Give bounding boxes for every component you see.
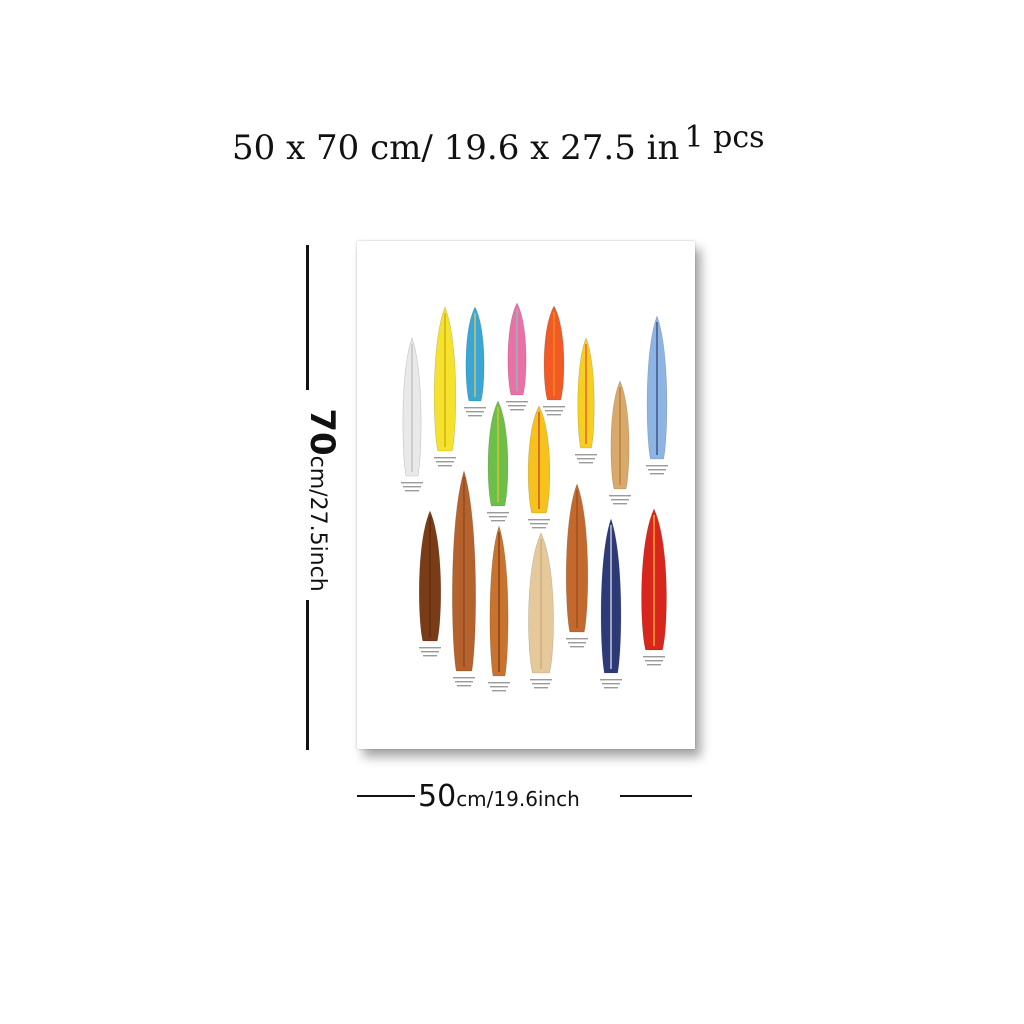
orange-board (543, 305, 565, 416)
white-board (401, 337, 423, 492)
red-yellow-board (641, 508, 667, 666)
rainbow-board-caption-line (491, 520, 505, 522)
navy-board-caption-line (604, 687, 618, 689)
red-yellow-board-caption-line (645, 660, 663, 662)
yellow-red-board (527, 405, 551, 529)
copper-board-caption-line (566, 638, 588, 640)
height-line-bottom (306, 600, 309, 750)
pale-wood-board (528, 532, 554, 689)
red-yellow-board-caption-line (647, 664, 661, 666)
height-value: 70 (302, 408, 342, 456)
wood-light-board (609, 380, 631, 505)
rainbow-board-caption-line (489, 516, 507, 518)
pale-wood-board-caption-line (530, 679, 552, 681)
pale-wood-board-caption-line (532, 683, 550, 685)
blue-long-board-caption-line (650, 473, 664, 475)
dark-wood-board (418, 510, 442, 657)
pink-board-caption-line (510, 409, 524, 411)
red-yellow-board-caption-line (643, 656, 665, 658)
stripe-wood-board-caption-line (488, 682, 510, 684)
pink-board-caption-line (506, 401, 528, 403)
yellow-bolt-board-caption-line (579, 462, 593, 464)
pink-board (506, 302, 528, 411)
dark-wood-board-caption-line (419, 647, 441, 649)
stripe-wood-board-caption-line (492, 690, 506, 692)
navy-board (600, 518, 622, 689)
wood-long-board (452, 469, 476, 687)
yellow-bolt-board-caption-line (577, 458, 595, 460)
rainbow-board-caption-line (487, 512, 509, 514)
wood-light-board-caption-line (613, 503, 627, 505)
orange-board-caption-line (547, 414, 561, 416)
white-board-caption-line (401, 482, 423, 484)
white-board-caption-line (403, 486, 421, 488)
copper-board (565, 483, 589, 648)
blue-board-caption-line (468, 415, 482, 417)
pink-board-caption-line (508, 405, 526, 407)
yellow-red-board-caption-line (528, 519, 550, 521)
blue-board (464, 306, 486, 417)
width-line-right (620, 795, 692, 797)
wood-long-board-caption-line (453, 677, 475, 679)
blue-board-caption-line (466, 411, 484, 413)
width-line-left (357, 795, 415, 797)
orange-board-caption-line (545, 410, 563, 412)
quantity-text: 1 pcs (684, 120, 765, 155)
height-unit: cm/27.5inch (305, 455, 330, 592)
copper-board-caption-line (570, 646, 584, 648)
yellow-red-board-caption-line (530, 523, 548, 525)
rainbow-board (487, 400, 509, 522)
width-label: 50cm/19.6inch (418, 779, 580, 814)
wood-light-board-caption-line (611, 499, 629, 501)
navy-board-caption-line (600, 679, 622, 681)
yellow-board (433, 306, 457, 467)
product-title: 50 x 70 cm/ 19.6 x 27.5 in 1 pcs (232, 120, 765, 178)
pale-wood-board-caption-line (534, 687, 548, 689)
dark-wood-board-caption-line (421, 651, 439, 653)
copper-board-caption-line (568, 642, 586, 644)
navy-board-caption-line (602, 683, 620, 685)
yellow-bolt-board-caption-line (575, 454, 597, 456)
height-line-top (306, 245, 309, 390)
yellow-bolt-board (575, 337, 597, 464)
yellow-board-caption-line (438, 465, 452, 467)
yellow-board-caption-line (434, 457, 456, 459)
blue-long-board (646, 315, 668, 475)
dark-wood-board-caption-line (423, 655, 437, 657)
blue-board-caption-line (464, 407, 486, 409)
yellow-board-caption-line (436, 461, 454, 463)
blue-long-board-caption-line (648, 469, 666, 471)
blue-long-board-caption-line (646, 465, 668, 467)
surfboard-illustration (401, 302, 668, 692)
yellow-red-board-caption-line (532, 527, 546, 529)
dimensions-text: 50 x 70 cm/ 19.6 x 27.5 in (232, 128, 680, 168)
height-label: 70cm/27.5inch (302, 408, 342, 591)
wood-light-board-caption-line (609, 495, 631, 497)
stripe-wood-board (488, 525, 510, 692)
wood-long-board-caption-line (457, 685, 471, 687)
white-board-caption-line (405, 490, 419, 492)
width-value: 50 (418, 779, 457, 814)
width-unit: cm/19.6inch (456, 787, 580, 811)
wood-long-board-caption-line (455, 681, 473, 683)
orange-board-caption-line (543, 406, 565, 408)
poster-canvas (357, 241, 695, 749)
stripe-wood-board-caption-line (490, 686, 508, 688)
